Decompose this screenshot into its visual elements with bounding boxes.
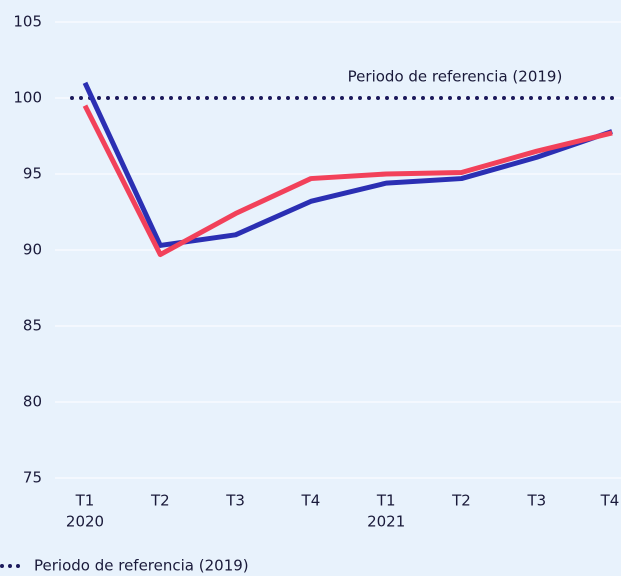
x-tick-label: T3 [526,492,546,510]
x-tick-label: T4 [600,492,620,510]
x-tick-label: T3 [225,492,245,510]
x-tick-label: T1 [75,492,95,510]
line-series [82,104,613,258]
line-series [82,81,613,248]
annotation: Periodo de referencia (2019) [348,68,563,86]
y-tick-label: 105 [13,13,42,31]
y-tick-label: 90 [23,241,42,259]
legend-label: Periodo de referencia (2019) [34,557,249,575]
x-group-label: 2020 [66,513,104,531]
x-tick-label: T2 [150,492,170,510]
y-tick-label: 85 [23,317,42,335]
x-group-label: 2021 [367,513,405,531]
y-tick-label: 75 [23,469,42,487]
y-tick-label: 100 [13,89,42,107]
y-tick-label: 80 [23,393,42,411]
x-tick-label: T4 [301,492,321,510]
x-tick-label: T1 [376,492,396,510]
x-tick-label: T2 [451,492,471,510]
y-tick-label: 95 [23,165,42,183]
